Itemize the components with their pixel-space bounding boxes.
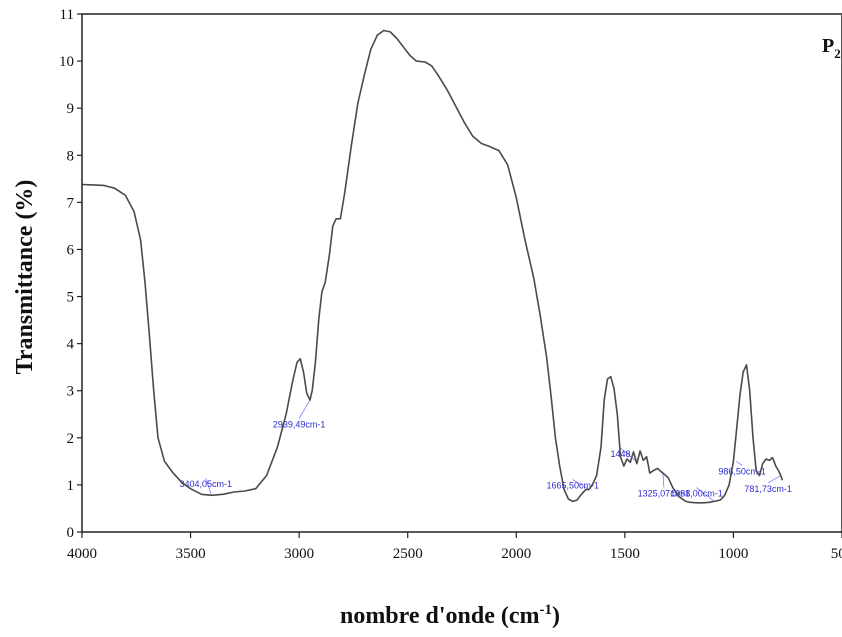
peak-leader-line	[205, 478, 212, 496]
y-tick-label: 1	[67, 478, 75, 494]
y-tick-label: 9	[67, 101, 75, 117]
x-tick-label: 2500	[393, 546, 423, 562]
y-tick-label: 0	[67, 525, 75, 541]
x-tick-label: 500	[831, 546, 842, 562]
x-axis-title-sup: -1	[540, 602, 553, 618]
plot-area-frame	[81, 13, 842, 533]
y-tick-label: 2	[67, 431, 75, 447]
peak-label: 1325,07cm-1	[638, 489, 691, 499]
peak-label: 1665,50cm-1	[546, 481, 599, 491]
x-tick-label: 1500	[610, 546, 640, 562]
x-axis-title-close: )	[552, 603, 560, 629]
x-axis-title-main: nombre d'onde (cm	[340, 603, 540, 629]
y-tick-label: 4	[67, 337, 75, 353]
y-axis-title: Transmittance (%)	[12, 180, 38, 375]
peak-leader-line	[767, 475, 781, 484]
peak-label: 781,73cm-1	[744, 484, 792, 494]
y-tick-label: 10	[59, 54, 74, 70]
peak-leader-line	[298, 399, 311, 419]
peak-label: 1088,00cm-1	[670, 489, 723, 499]
peak-label: 3404,05cm-1	[179, 479, 232, 489]
y-tick-label: 5	[67, 290, 75, 306]
x-axis-title: nombre d'onde (cm-1)	[340, 602, 560, 629]
panel-label-sub: 2	[834, 46, 841, 61]
y-tick-label: 11	[60, 7, 74, 23]
peak-leader-line	[572, 479, 590, 490]
y-tick-label: 7	[67, 195, 75, 211]
peak-leader-line	[620, 447, 637, 462]
peak-leader-line	[696, 487, 715, 502]
y-tick-label: 6	[67, 242, 75, 258]
x-tick-label: 3500	[176, 546, 206, 562]
peak-leader-line	[736, 461, 743, 466]
peak-label: 2939,49cm-1	[273, 419, 326, 429]
x-tick-label: 4000	[67, 546, 97, 562]
peak-leader-line	[662, 473, 665, 488]
x-tick-label: 2000	[501, 546, 531, 562]
series-line-spectrum	[81, 29, 784, 504]
y-tick-label: 3	[67, 384, 75, 400]
panel-label: P2	[822, 35, 841, 61]
tick-layer: 4000350030002500200015001000500012345678…	[59, 7, 842, 562]
y-tick-label: 8	[67, 148, 75, 164]
peak-label: 986,50cm-1	[718, 466, 766, 476]
panel-label-main: P	[822, 35, 834, 57]
x-tick-label: 1000	[718, 546, 748, 562]
x-tick-label: 3000	[284, 546, 314, 562]
